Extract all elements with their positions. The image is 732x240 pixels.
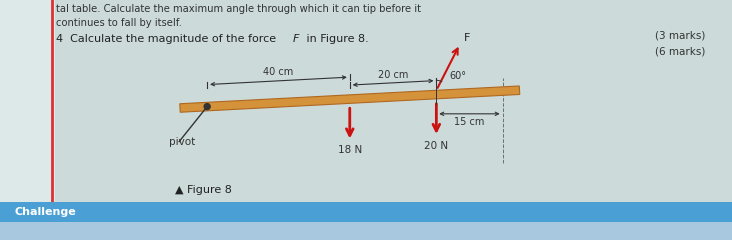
Text: in Figure 8.: in Figure 8. (303, 34, 369, 44)
Text: 20 cm: 20 cm (378, 70, 408, 80)
Text: pivot: pivot (169, 137, 195, 147)
Text: 20 N: 20 N (425, 141, 449, 151)
FancyBboxPatch shape (0, 220, 732, 240)
Text: 18 N: 18 N (337, 145, 362, 155)
FancyBboxPatch shape (0, 202, 732, 222)
Text: ▲ Figure 8: ▲ Figure 8 (175, 185, 232, 195)
Text: 40 cm: 40 cm (264, 67, 294, 77)
FancyBboxPatch shape (0, 0, 55, 212)
Text: 60°: 60° (449, 71, 466, 81)
Text: (3 marks): (3 marks) (655, 30, 706, 40)
Text: 4  Calculate the magnitude of the force: 4 Calculate the magnitude of the force (56, 34, 280, 44)
Circle shape (204, 104, 210, 110)
Polygon shape (180, 86, 520, 112)
Text: 15 cm: 15 cm (455, 117, 485, 127)
Text: F: F (293, 34, 299, 44)
Text: continues to fall by itself.: continues to fall by itself. (56, 18, 182, 28)
Text: tal table. Calculate the maximum angle through which it can tip before it: tal table. Calculate the maximum angle t… (56, 4, 421, 14)
Text: (6 marks): (6 marks) (655, 47, 706, 57)
Text: F: F (464, 33, 471, 43)
Text: Challenge: Challenge (15, 207, 77, 217)
